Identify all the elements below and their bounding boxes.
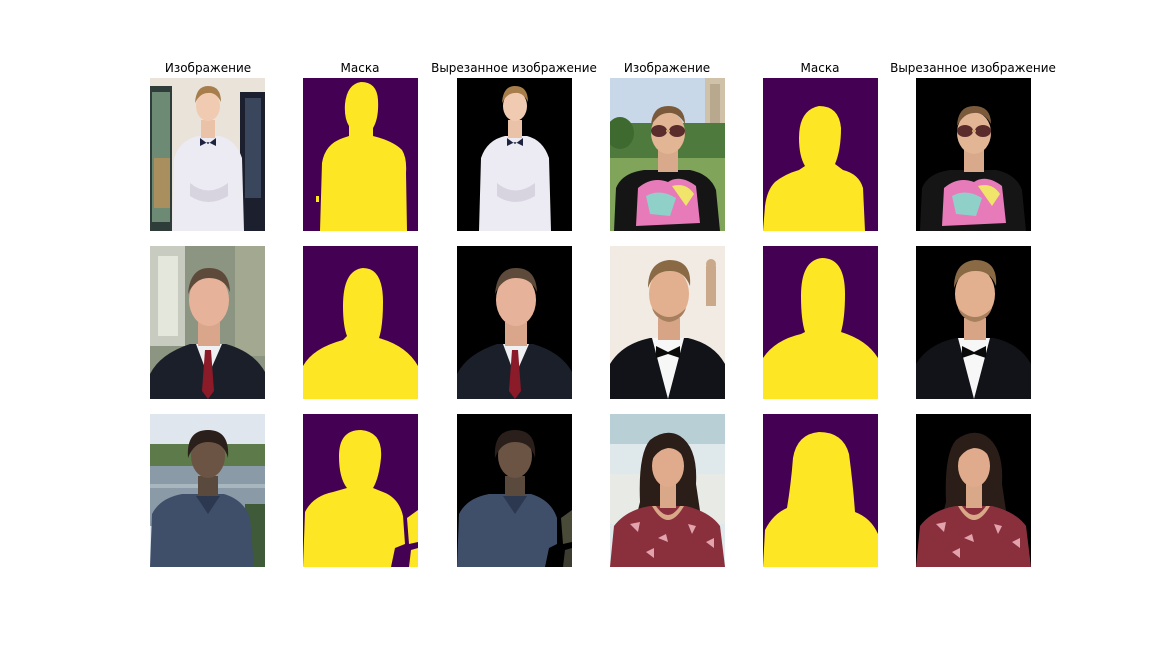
photo-woman-red-dress: [610, 414, 725, 567]
panel-cutout-r1c3: [457, 78, 572, 231]
mask-r3c5: [763, 414, 878, 567]
photo-young-man-bowtie: [150, 78, 265, 231]
photo-river-man: [150, 414, 265, 567]
panel-photo-r3c1: [150, 414, 265, 567]
col-title-mask-1: Маска: [340, 61, 380, 75]
panel-mask-r3c5: [763, 414, 878, 567]
panel-photo-r3c4: [610, 414, 725, 567]
cutout-r3c3: [457, 414, 572, 567]
cutout-r1c6: [916, 78, 1031, 231]
cutout-r2c3: [457, 246, 572, 399]
panel-cutout-r2c3: [457, 246, 572, 399]
photo-suit-red-tie: [150, 246, 265, 399]
col-title-image-1: Изображение: [164, 61, 252, 75]
col-title-mask-2: Маска: [800, 61, 840, 75]
panel-cutout-r3c6: [916, 414, 1031, 567]
panel-mask-r1c2: [303, 78, 418, 231]
mask-r2c2: [303, 246, 418, 399]
panel-cutout-r2c6: [916, 246, 1031, 399]
panel-photo-r2c1: [150, 246, 265, 399]
col-title-cutout-2: Вырезанное изображение: [890, 61, 1056, 75]
cutout-r2c6: [916, 246, 1031, 399]
panel-photo-r1c4: [610, 78, 725, 231]
mask-r3c2: [303, 414, 418, 567]
panel-mask-r3c2: [303, 414, 418, 567]
photo-tuxedo-man: [610, 246, 725, 399]
panel-photo-r1c1: [150, 78, 265, 231]
mask-r1c5: [763, 78, 878, 231]
panel-mask-r2c2: [303, 246, 418, 399]
panel-cutout-r3c3: [457, 414, 572, 567]
col-title-cutout-1: Вырезанное изображение: [431, 61, 597, 75]
mask-r1c2: [303, 78, 418, 231]
panel-mask-r2c5: [763, 246, 878, 399]
panel-mask-r1c5: [763, 78, 878, 231]
mask-r2c5: [763, 246, 878, 399]
photo-sunglasses-man: [610, 78, 725, 231]
cutout-r3c6: [916, 414, 1031, 567]
col-title-image-2: Изображение: [623, 61, 711, 75]
panel-cutout-r1c6: [916, 78, 1031, 231]
panel-photo-r2c4: [610, 246, 725, 399]
cutout-r1c3: [457, 78, 572, 231]
